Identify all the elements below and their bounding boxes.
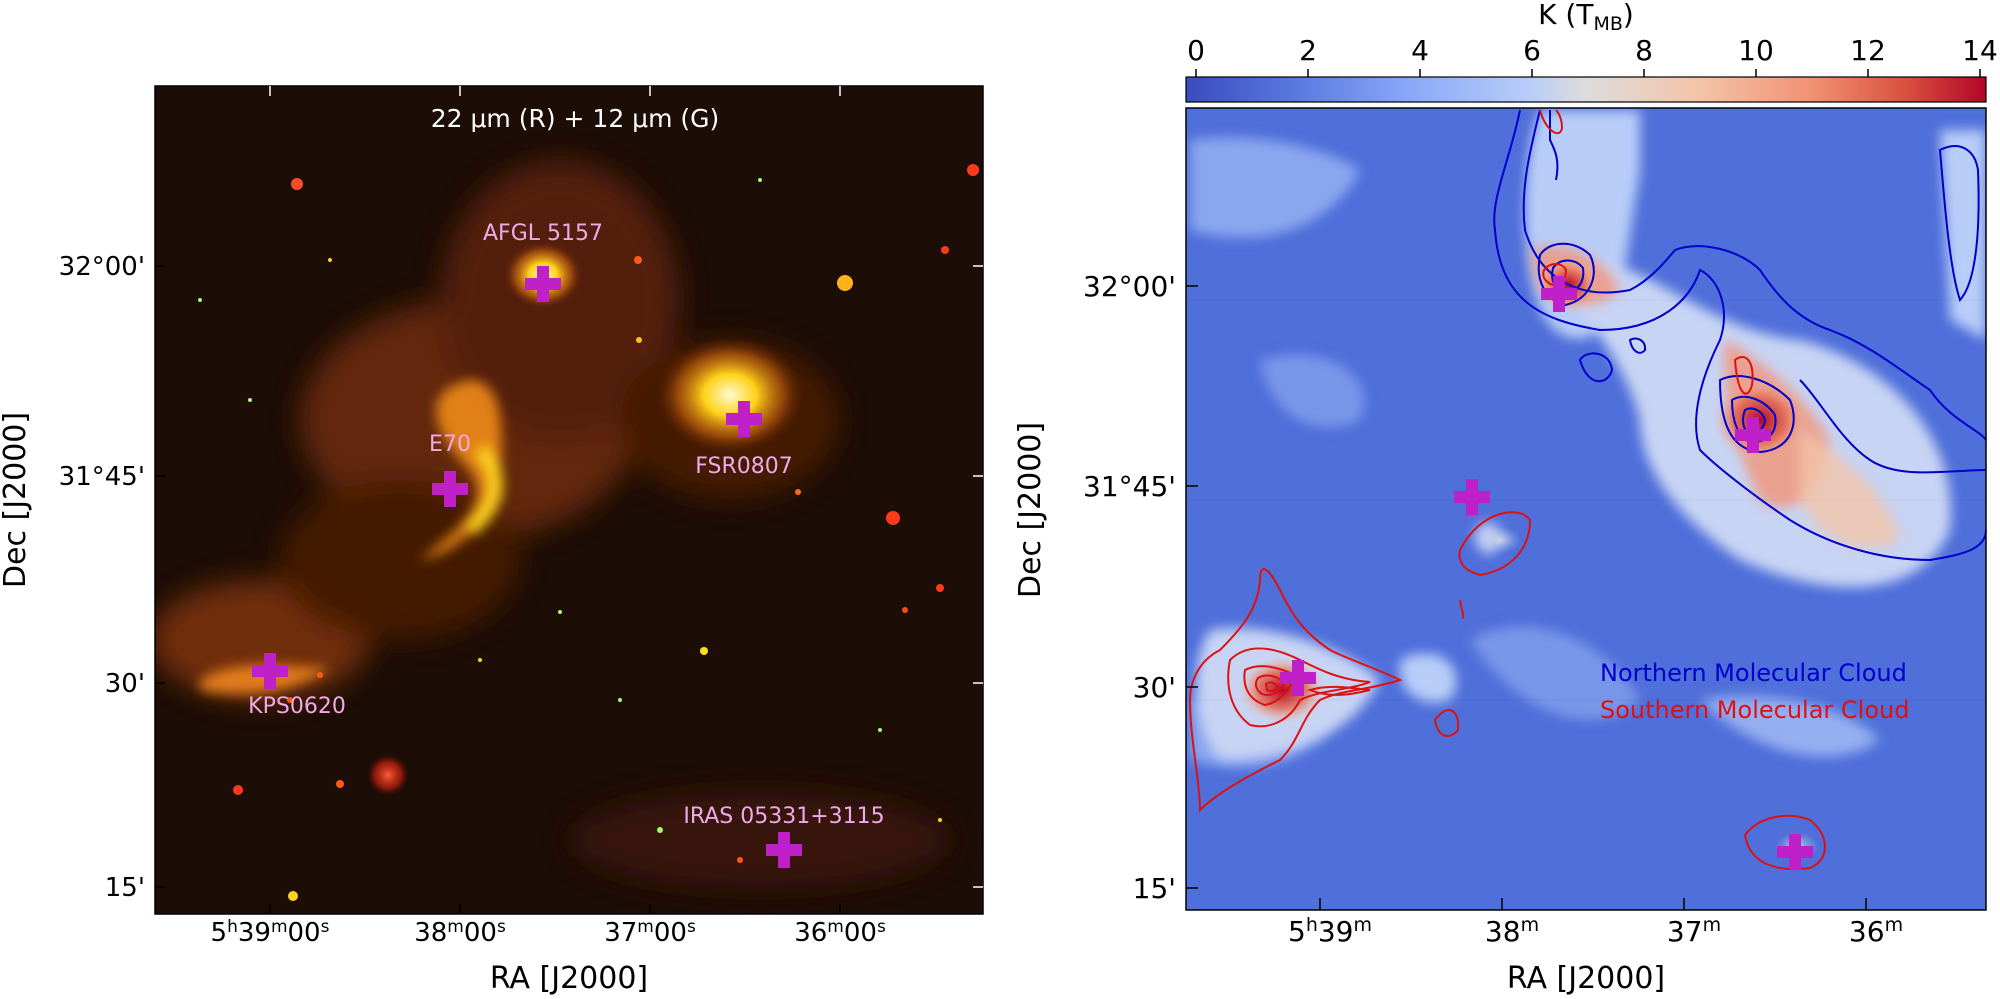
right-axis-ticks xyxy=(1186,285,1867,910)
right-x-tick-label: 36m xyxy=(1849,914,1903,948)
infrared-image xyxy=(155,86,983,914)
left-x-tick-label: 37m00s xyxy=(604,917,696,948)
left-x-tick-label: 38m00s xyxy=(414,917,506,948)
left-y-tick-label: 31°45' xyxy=(59,462,145,492)
right-y-tick-label: 15' xyxy=(1133,872,1176,905)
left-axis-ticks-top-right xyxy=(269,86,983,888)
left-panel-title: 22 μm (R) + 12 μm (G) xyxy=(431,104,720,133)
right-y-tick-label: 31°45' xyxy=(1083,470,1176,503)
colorbar-tick-label: 0 xyxy=(1187,34,1205,67)
star-field xyxy=(198,164,979,901)
left-x-tick-label: 36m00s xyxy=(794,917,886,948)
right-y-axis-label: Dec [J2000] xyxy=(1013,422,1048,598)
source-label: FSR0807 xyxy=(695,454,793,479)
legend-northern: Northern Molecular Cloud xyxy=(1600,659,1907,687)
left-y-tick-label: 30' xyxy=(105,669,145,699)
source-marker-e70 xyxy=(432,471,468,507)
molecular-map xyxy=(1186,108,1986,910)
left-x-axis-label: RA [J2000] xyxy=(490,961,648,996)
source-marker-fsr0807 xyxy=(726,401,762,437)
right-x-tick-label: 37m xyxy=(1667,914,1721,948)
colorbar-tick-label: 6 xyxy=(1523,34,1541,67)
source-marker-kps0620 xyxy=(252,653,288,689)
left-y-tick-label: 15' xyxy=(105,873,145,903)
right-plot-frame xyxy=(1185,107,1987,911)
colorbar xyxy=(1185,76,1987,103)
source-label: AFGL 5157 xyxy=(483,221,603,246)
right-y-tick-label: 30' xyxy=(1133,671,1176,704)
legend-southern: Southern Molecular Cloud xyxy=(1600,696,1909,724)
right-source-markers xyxy=(1280,276,1813,870)
colorbar-label: K (TMB) xyxy=(1538,0,1634,35)
source-marker-iras xyxy=(766,832,802,868)
right-y-tick-label: 32°00' xyxy=(1083,270,1176,303)
left-plot-frame xyxy=(154,85,984,915)
left-y-tick-label: 32°00' xyxy=(59,252,145,282)
source-label: IRAS 05331+3115 xyxy=(683,804,884,829)
left-axis-ticks xyxy=(155,265,841,914)
southern-cloud-contours xyxy=(1188,109,1826,871)
colorbar-tick-label: 14 xyxy=(1962,34,1998,67)
left-x-tick-label: 5h39m00s xyxy=(211,917,330,948)
colorbar-tick-label: 12 xyxy=(1850,34,1886,67)
colorbar-tick-label: 10 xyxy=(1738,34,1774,67)
right-x-tick-label: 5h39m xyxy=(1288,914,1372,948)
source-label: E70 xyxy=(429,432,471,457)
left-y-axis-label: Dec [J2000] xyxy=(0,412,33,588)
colorbar-tick-label: 4 xyxy=(1411,34,1429,67)
colorbar-ticks xyxy=(1195,69,1981,77)
right-x-tick-label: 38m xyxy=(1485,914,1539,948)
colorbar-tick-label: 2 xyxy=(1299,34,1317,67)
source-marker-afgl5157 xyxy=(525,266,561,302)
source-markers xyxy=(252,266,802,868)
colorbar-tick-label: 8 xyxy=(1635,34,1653,67)
right-x-axis-label: RA [J2000] xyxy=(1507,961,1665,996)
source-label: KPS0620 xyxy=(248,694,346,719)
